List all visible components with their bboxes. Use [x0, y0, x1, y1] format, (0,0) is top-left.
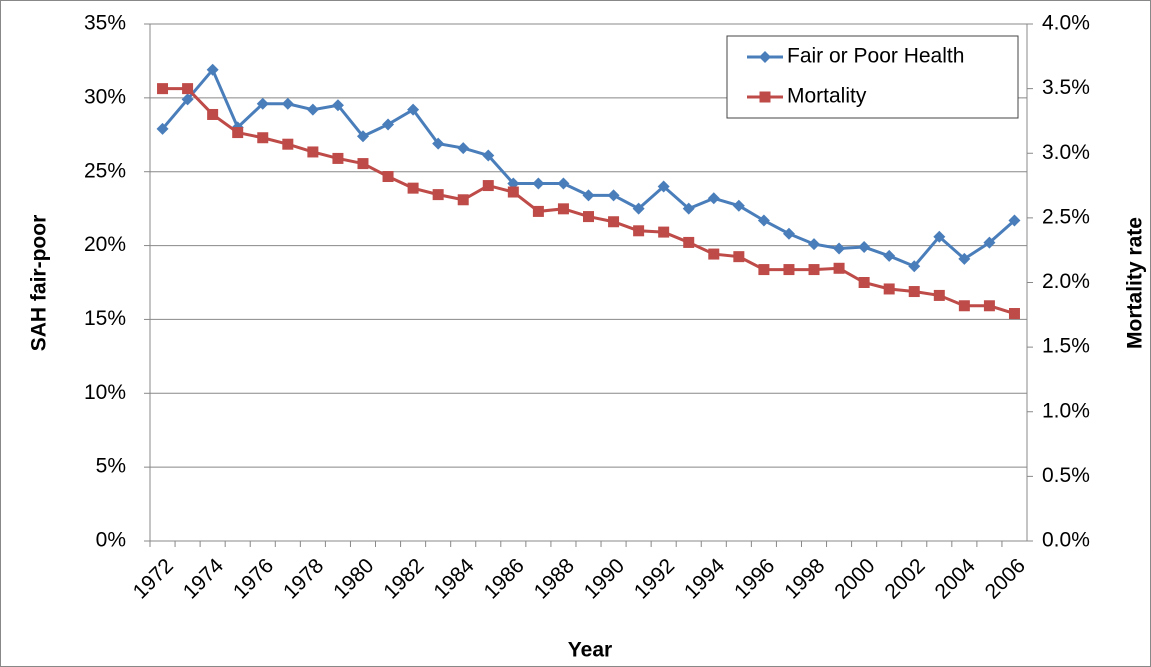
y-tick-label: 30%	[84, 85, 126, 108]
data-point	[758, 264, 770, 276]
data-point	[256, 97, 269, 110]
legend-label: Fair or Poor Health	[787, 45, 964, 68]
data-point	[181, 93, 194, 106]
y-tick-label: 0%	[96, 529, 126, 552]
data-point	[782, 227, 795, 240]
data-point	[958, 300, 970, 312]
data-point	[808, 264, 820, 276]
data-point	[356, 130, 369, 143]
data-point	[207, 108, 219, 120]
data-point	[281, 97, 294, 110]
data-point	[382, 118, 395, 131]
data-point	[1008, 308, 1020, 320]
data-point	[908, 260, 921, 273]
data-point	[407, 182, 419, 194]
y-tick-label: 5%	[96, 455, 126, 478]
data-point	[958, 252, 971, 265]
legend-marker	[759, 91, 771, 103]
y-tick-label: 10%	[84, 381, 126, 404]
y-tick-label: 15%	[84, 307, 126, 330]
legend-box	[726, 35, 1019, 119]
data-point	[257, 132, 269, 144]
data-point	[708, 248, 720, 260]
data-point	[307, 146, 319, 158]
data-point	[733, 251, 745, 263]
data-point	[732, 199, 745, 212]
y2-tick-label: 3.5%	[1042, 76, 1090, 99]
data-point	[557, 177, 570, 190]
data-point	[457, 194, 469, 206]
data-point	[908, 286, 920, 298]
data-point	[707, 192, 720, 205]
x-axis-title: Year	[568, 639, 612, 662]
data-point	[482, 180, 494, 192]
data-point	[632, 202, 645, 215]
y-tick-label: 25%	[84, 159, 126, 182]
data-point	[157, 83, 169, 95]
data-point	[858, 241, 871, 254]
data-point	[757, 214, 770, 227]
data-point	[306, 103, 319, 116]
y2-tick-label: 1.5%	[1042, 335, 1090, 358]
data-point	[607, 189, 620, 202]
data-point	[858, 277, 870, 288]
data-point	[282, 138, 294, 150]
data-point	[206, 63, 219, 76]
data-point	[432, 189, 444, 201]
data-point	[432, 137, 445, 150]
y2-tick-label: 2.5%	[1042, 205, 1090, 228]
data-point	[232, 127, 244, 139]
data-point	[608, 216, 620, 228]
y-tick-label: 20%	[84, 233, 126, 256]
data-point	[933, 230, 946, 243]
data-point	[457, 142, 470, 155]
data-point	[582, 189, 595, 202]
y2-tick-label: 3.0%	[1042, 141, 1090, 164]
data-point	[657, 180, 670, 193]
data-point	[683, 236, 695, 248]
data-point	[633, 225, 645, 237]
data-point	[332, 152, 344, 164]
y-tick-label: 35%	[84, 12, 126, 35]
y-axis-title: SAH fair-poor	[28, 215, 51, 352]
data-point	[808, 238, 821, 251]
data-point	[983, 236, 996, 249]
data-point	[532, 177, 545, 190]
data-point	[682, 202, 695, 215]
data-point	[156, 122, 169, 135]
data-point	[583, 211, 594, 223]
legend-marker	[759, 51, 771, 63]
data-point	[182, 83, 194, 95]
data-point	[933, 289, 945, 301]
data-point	[532, 205, 544, 217]
data-point	[482, 149, 495, 162]
data-point	[883, 249, 896, 262]
data-point	[783, 264, 795, 276]
data-point	[331, 99, 344, 112]
data-point	[658, 226, 670, 238]
data-point	[407, 103, 420, 116]
legend-label: Mortality	[787, 85, 867, 108]
data-point	[833, 262, 845, 274]
y2-tick-label: 0.0%	[1042, 529, 1090, 552]
data-point	[507, 186, 519, 198]
y2-tick-label: 0.5%	[1042, 464, 1090, 487]
y2-tick-label: 4.0%	[1042, 12, 1090, 35]
data-point	[557, 203, 569, 215]
data-point	[382, 171, 394, 183]
data-point	[983, 300, 995, 312]
data-point	[357, 158, 369, 170]
data-point	[883, 283, 895, 295]
y2-tick-label: 1.0%	[1042, 399, 1090, 422]
data-point	[833, 242, 846, 255]
y2-tick-label: 2.0%	[1042, 270, 1090, 293]
y2-axis-title: Mortality rate	[1124, 217, 1147, 349]
data-point	[1008, 214, 1021, 227]
